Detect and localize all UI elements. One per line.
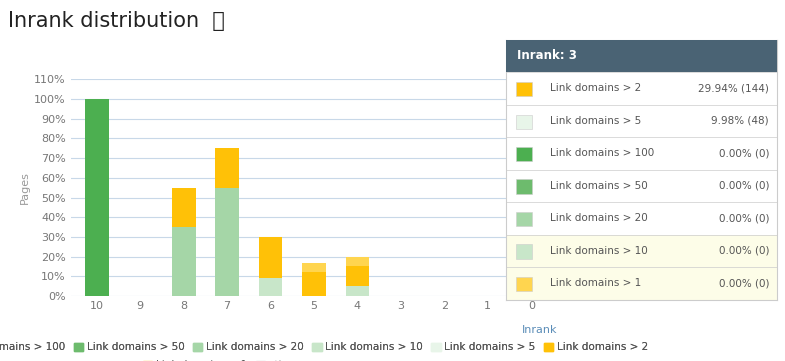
Text: Link domains > 1: Link domains > 1 xyxy=(550,278,641,288)
Legend: Link domains > 100, Link domains > 50, Link domains > 20, Link domains > 10, Lin: Link domains > 100, Link domains > 50, L… xyxy=(0,342,648,352)
Bar xyxy=(516,114,532,129)
Bar xyxy=(520,258,543,296)
Text: Link domains > 5: Link domains > 5 xyxy=(550,116,641,126)
Text: Link domains > 2: Link domains > 2 xyxy=(550,83,641,93)
Text: 0.00% (0): 0.00% (0) xyxy=(718,278,769,288)
Bar xyxy=(516,179,532,194)
Bar xyxy=(172,227,195,296)
Bar xyxy=(345,286,370,296)
Bar xyxy=(506,267,777,300)
Bar xyxy=(516,277,532,291)
Y-axis label: Pages: Pages xyxy=(20,171,30,204)
Legend: Link domains > 1, other: Link domains > 1, other xyxy=(143,360,297,361)
Text: Inrank: 3: Inrank: 3 xyxy=(517,49,577,62)
Text: 29.94% (144): 29.94% (144) xyxy=(698,83,769,93)
Text: Inrank distribution  ⓘ: Inrank distribution ⓘ xyxy=(8,11,225,31)
Bar xyxy=(258,237,283,278)
Text: 0.00% (0): 0.00% (0) xyxy=(718,148,769,158)
Bar xyxy=(516,147,532,161)
Text: Link domains > 10: Link domains > 10 xyxy=(550,246,648,256)
Text: Link domains > 100: Link domains > 100 xyxy=(550,148,654,158)
Text: Inrank: Inrank xyxy=(522,325,557,335)
Bar xyxy=(215,188,239,296)
Text: 0.00% (0): 0.00% (0) xyxy=(718,181,769,191)
Bar xyxy=(302,273,326,296)
Bar xyxy=(506,40,777,72)
Bar xyxy=(85,99,108,296)
Bar xyxy=(215,148,239,188)
Bar xyxy=(258,278,283,296)
Bar xyxy=(506,235,777,267)
Text: Link domains > 20: Link domains > 20 xyxy=(550,213,648,223)
Text: 0.00% (0): 0.00% (0) xyxy=(718,213,769,223)
Bar xyxy=(516,244,532,259)
Bar xyxy=(345,257,370,266)
Text: 0.00% (0): 0.00% (0) xyxy=(718,246,769,256)
Text: Link domains > 50: Link domains > 50 xyxy=(550,181,648,191)
Text: 9.98% (48): 9.98% (48) xyxy=(711,116,769,126)
Bar xyxy=(302,262,326,273)
Bar xyxy=(172,188,195,227)
Bar xyxy=(345,266,370,286)
Bar xyxy=(516,82,532,96)
Bar xyxy=(516,212,532,226)
